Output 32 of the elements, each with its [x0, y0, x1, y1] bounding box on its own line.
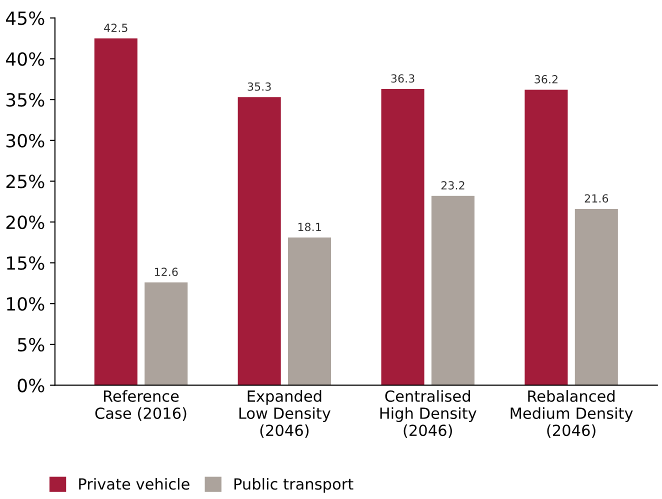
bar: [431, 196, 474, 386]
y-tick-label: 20%: [6, 215, 44, 230]
bar: [524, 90, 568, 386]
bar: [94, 38, 138, 386]
bar: [238, 97, 281, 386]
y-tick-label: 15%: [7, 256, 44, 270]
y-tick-label: 35%: [6, 93, 44, 107]
data-label: 23.2: [441, 181, 464, 190]
y-tick-label: 0%: [18, 378, 44, 392]
x-tick-label: Rebalanced Medium Density (2046): [510, 390, 633, 438]
y-tick-label: 45%: [6, 11, 44, 26]
data-label: 36.2: [534, 75, 558, 84]
y-tick-label: 5%: [18, 338, 44, 352]
data-label: 21.6: [584, 194, 608, 203]
data-label: 42.5: [104, 24, 128, 32]
bar: [574, 208, 618, 386]
x-tick-label: Reference Case (2016): [95, 390, 186, 421]
legend-label: Private vehicle: [79, 478, 190, 490]
y-tick-label: 40%: [6, 52, 44, 66]
data-label: 36.3: [391, 74, 414, 83]
x-tick-label: Expanded Low Density (2046): [239, 390, 330, 438]
y-tick-label: 25%: [6, 174, 44, 188]
data-label: 18.1: [298, 222, 321, 232]
legend-label: Public transport: [234, 478, 354, 493]
y-tick-label: 30%: [6, 134, 44, 148]
x-tick-label: Centralised High Density (2046): [380, 390, 476, 438]
data-label: 12.6: [154, 268, 178, 276]
y-tick-label: 10%: [7, 297, 44, 311]
data-label: 35.3: [248, 82, 271, 91]
bar: [381, 88, 424, 386]
bar: [144, 282, 188, 386]
bar: [288, 238, 332, 386]
